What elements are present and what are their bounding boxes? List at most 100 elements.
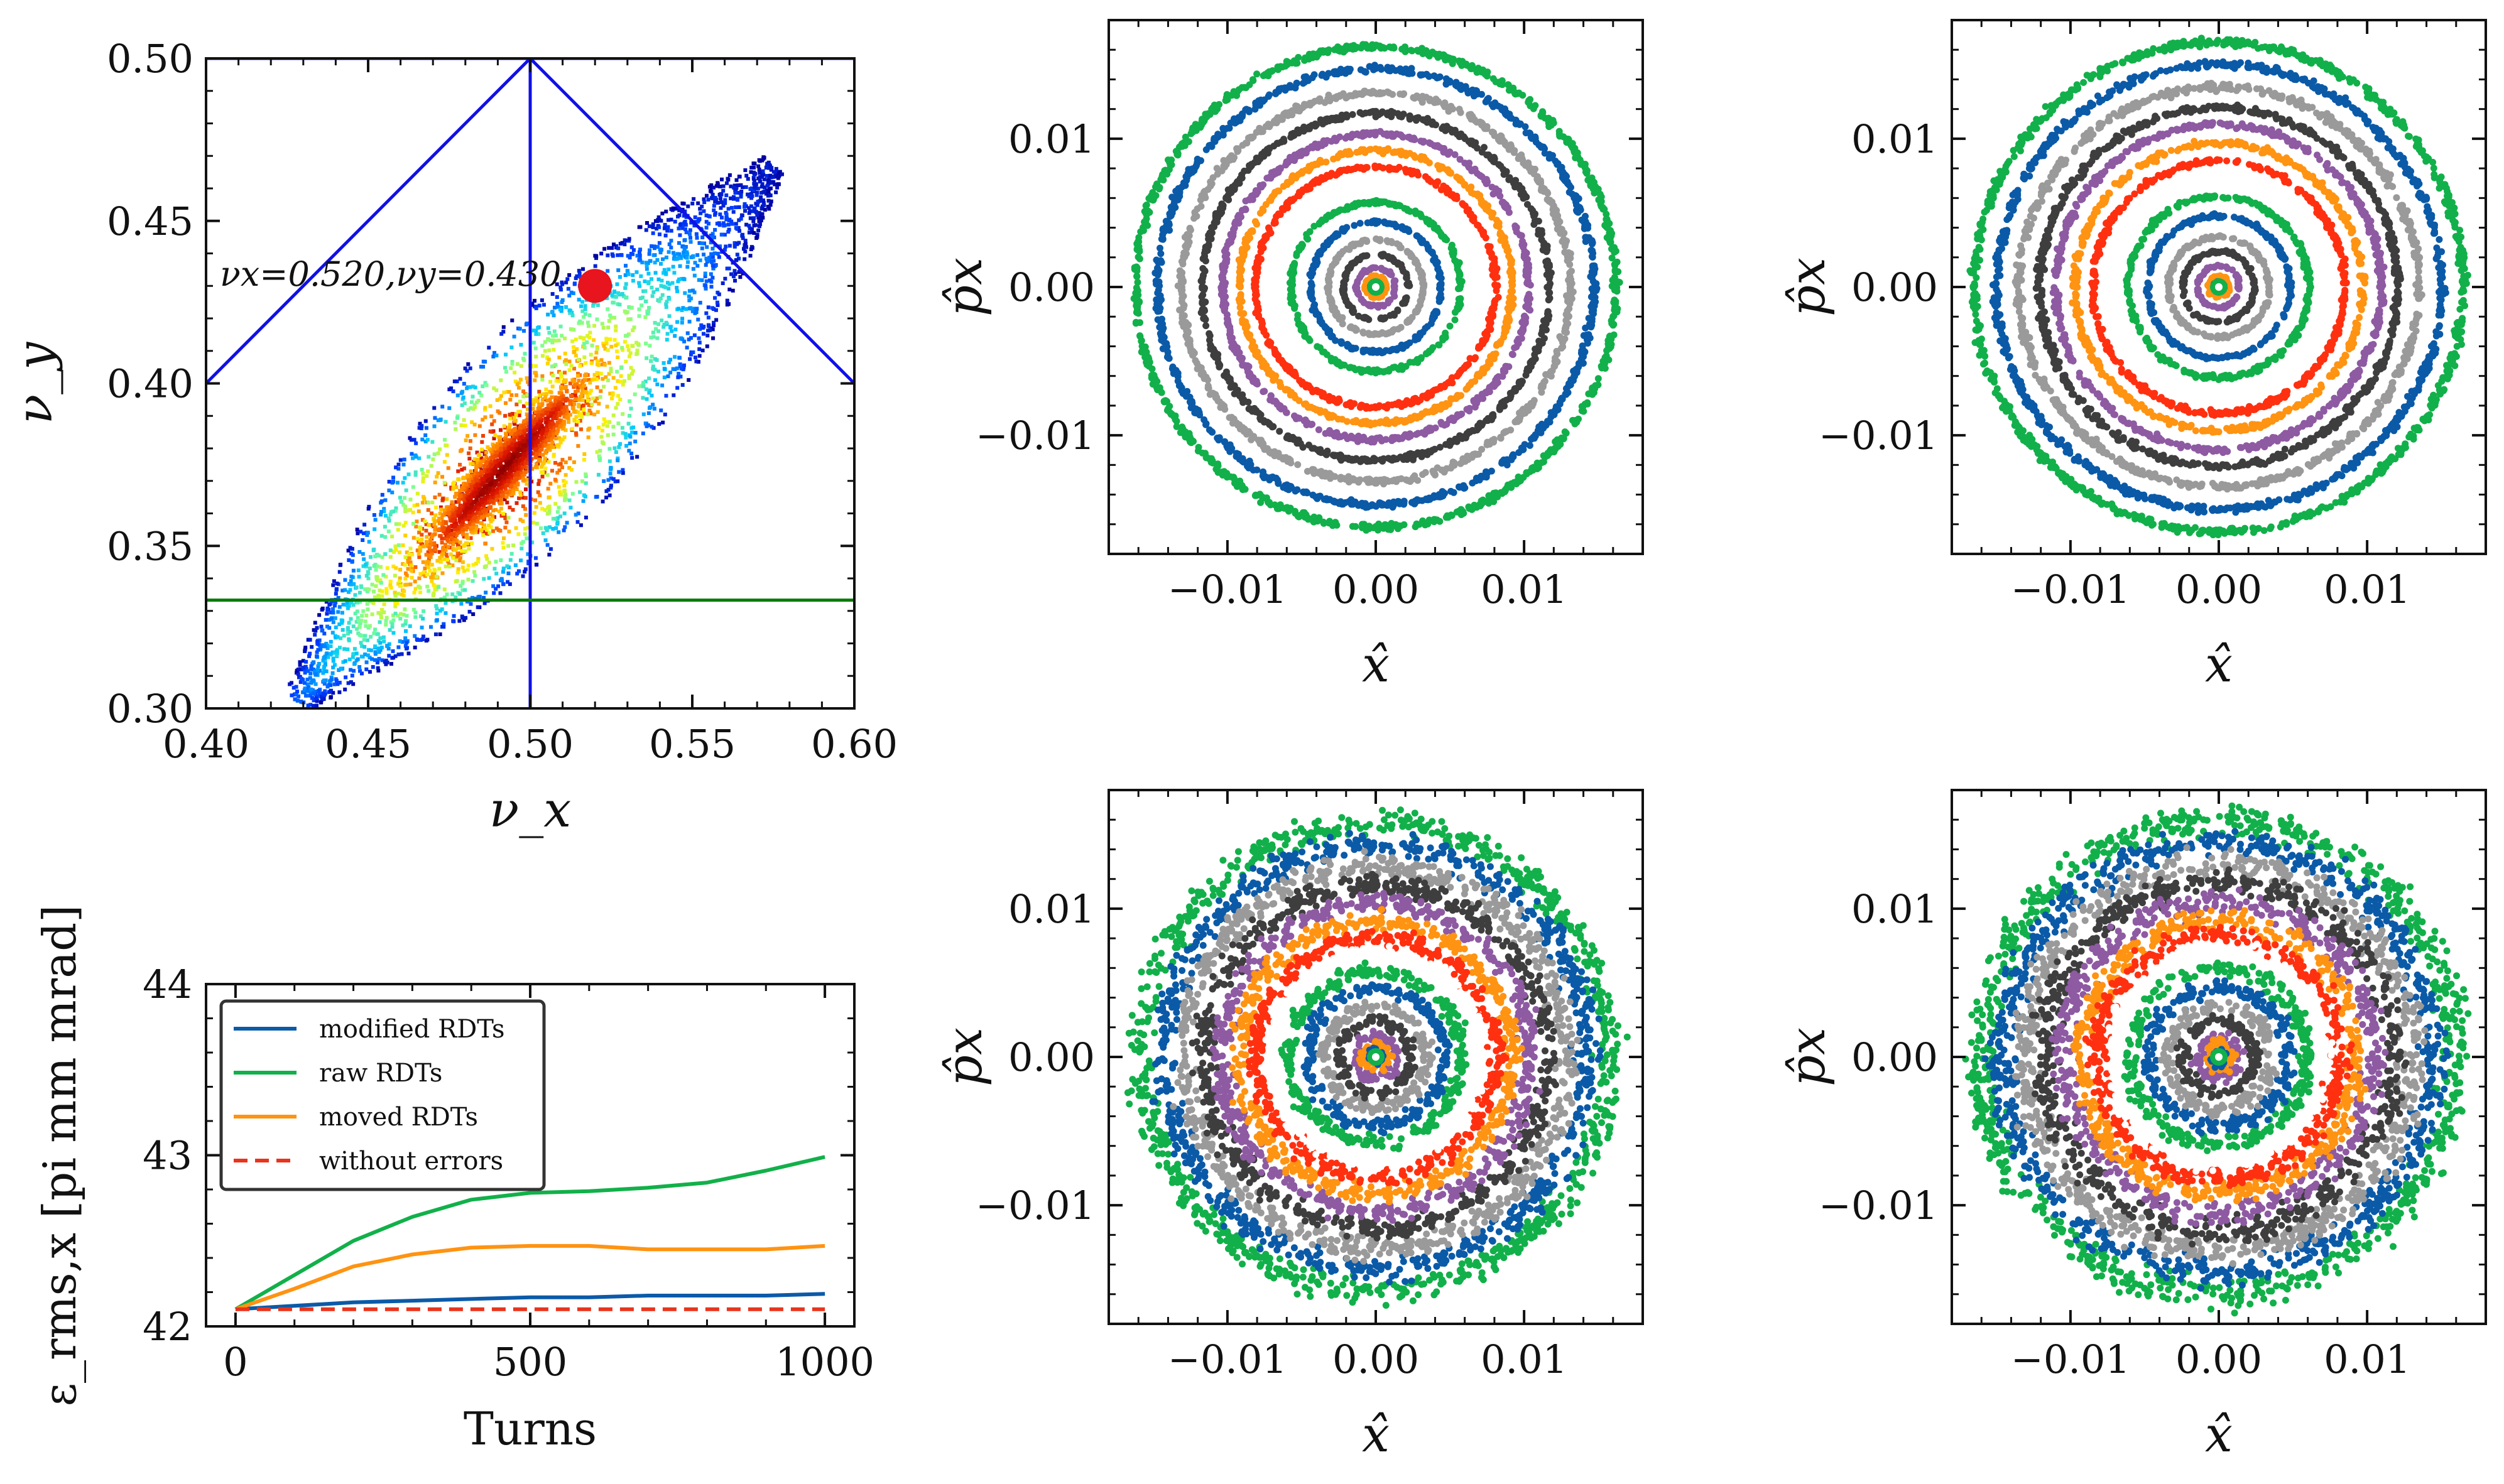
footprint-cell xyxy=(690,309,695,313)
footprint-cell xyxy=(379,615,383,620)
footprint-cell xyxy=(371,665,375,669)
footprint-cell xyxy=(403,509,408,513)
footprint-cell xyxy=(519,558,523,563)
footprint-cell xyxy=(493,481,498,485)
footprint-cell xyxy=(373,650,378,654)
footprint-cell xyxy=(471,384,476,389)
footprint-cell xyxy=(668,357,673,362)
footprint-cell xyxy=(359,529,363,534)
footprint-cell xyxy=(557,401,561,406)
footprint-cell xyxy=(709,279,714,284)
footprint-cell xyxy=(470,492,474,497)
footprint-cell xyxy=(316,664,320,668)
footprint-cell xyxy=(639,274,643,278)
footprint-cell xyxy=(722,247,727,252)
footprint-cell xyxy=(448,514,452,519)
footprint-cell xyxy=(471,525,476,529)
footprint-cell xyxy=(738,229,742,233)
footprint-cell xyxy=(515,571,520,576)
footprint-cell xyxy=(669,239,673,243)
footprint-cell xyxy=(520,472,524,476)
footprint-cell xyxy=(505,490,509,494)
footprint-cell xyxy=(570,339,575,344)
footprint-cell xyxy=(703,271,707,276)
footprint-cell xyxy=(415,548,420,553)
footprint-cell xyxy=(427,588,431,593)
footprint-cell xyxy=(654,327,658,331)
footprint-cell xyxy=(615,349,619,354)
footprint-cell xyxy=(561,386,565,390)
footprint-cell xyxy=(437,550,442,554)
footprint-cell xyxy=(611,376,616,380)
footprint-cell xyxy=(382,602,386,607)
footprint-cell xyxy=(498,397,502,401)
footprint-cell xyxy=(499,332,504,336)
footprint-cell xyxy=(471,523,476,527)
footprint-cell xyxy=(422,496,427,501)
footprint-cell xyxy=(494,489,498,494)
footprint-cell xyxy=(430,551,434,556)
footprint-cell xyxy=(755,190,759,195)
footprint-cell xyxy=(719,232,724,237)
footprint-cell xyxy=(577,271,582,276)
footprint-cell xyxy=(526,453,530,458)
y-tick-label: 44 xyxy=(143,961,192,1007)
footprint-cell xyxy=(761,173,766,177)
footprint-cell xyxy=(536,406,541,410)
footprint-cell xyxy=(663,285,668,290)
footprint-cell xyxy=(480,483,484,487)
footprint-cell xyxy=(611,477,616,481)
footprint-cell xyxy=(768,186,773,190)
footprint-cell xyxy=(388,628,392,632)
footprint-cell xyxy=(553,399,557,403)
footprint-cell xyxy=(598,395,602,399)
footprint-cell xyxy=(580,309,585,313)
footprint-cell xyxy=(409,438,413,442)
footprint-cell xyxy=(601,499,605,504)
footprint-cell xyxy=(469,406,473,410)
footprint-cell xyxy=(579,523,583,528)
footprint-cell xyxy=(664,209,668,214)
footprint-cell xyxy=(526,428,530,432)
footprint-cell xyxy=(680,382,685,387)
footprint-cell xyxy=(570,426,574,431)
footprint-cell xyxy=(491,449,496,453)
footprint-cell xyxy=(473,433,477,437)
footprint-cell xyxy=(661,420,665,425)
footprint-cell xyxy=(554,379,558,383)
footprint-cell xyxy=(565,389,569,394)
footprint-cell xyxy=(393,593,398,598)
footprint-cell xyxy=(713,195,717,200)
footprint-cell xyxy=(545,543,550,547)
footprint-cell xyxy=(597,401,601,406)
footprint-cell xyxy=(523,443,528,448)
footprint-cell xyxy=(493,433,498,438)
footprint-cell xyxy=(430,511,434,516)
footprint-cell xyxy=(567,273,572,277)
footprint-cell xyxy=(661,325,666,329)
footprint-cell xyxy=(509,551,514,556)
footprint-cell xyxy=(554,339,558,343)
footprint-cell xyxy=(627,374,631,378)
footprint-cell xyxy=(673,333,677,338)
footprint-cell xyxy=(549,411,553,416)
footprint-cell xyxy=(374,577,379,582)
footprint-cell xyxy=(678,264,682,268)
footprint-cell xyxy=(430,440,435,444)
footprint-cell xyxy=(426,565,430,570)
footprint-cell xyxy=(469,400,474,404)
footprint-cell xyxy=(500,479,504,483)
footprint-cell xyxy=(647,306,651,310)
footprint-cell xyxy=(413,587,418,591)
footprint-cell xyxy=(716,251,720,256)
footprint-cell xyxy=(499,452,503,456)
footprint-cell xyxy=(503,453,507,457)
footprint-cell xyxy=(357,590,362,595)
footprint-cell xyxy=(494,571,499,576)
footprint-cell xyxy=(726,230,731,234)
footprint-cell xyxy=(423,439,428,443)
footprint-cell xyxy=(508,558,513,562)
footprint-cell xyxy=(493,350,497,355)
footprint-cell xyxy=(562,484,567,488)
footprint-cell xyxy=(345,600,349,605)
